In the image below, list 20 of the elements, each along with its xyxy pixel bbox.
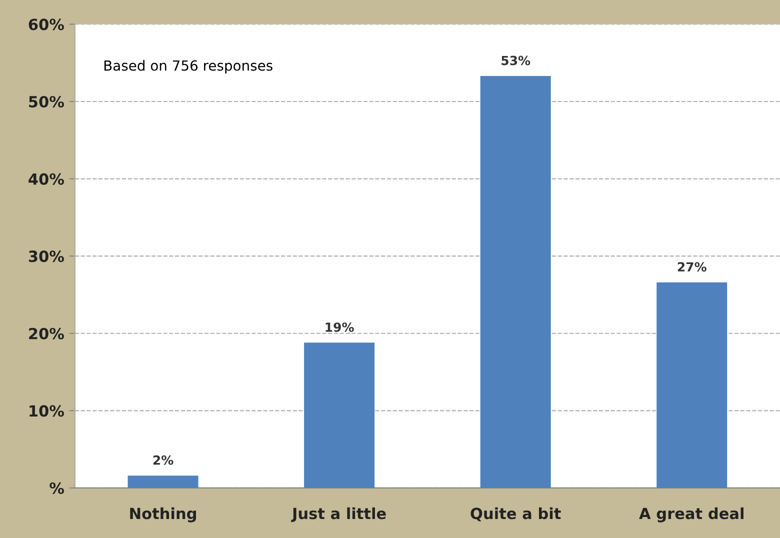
data-label: 2% xyxy=(153,455,174,465)
y-tick-label: 40% xyxy=(28,173,64,185)
annotation: Based on 756 responses xyxy=(104,60,272,74)
y-tick-label: 10% xyxy=(30,405,64,417)
x-tick-label: Nothing xyxy=(130,507,196,522)
bar xyxy=(128,476,198,488)
y-tick-label: 30% xyxy=(28,250,64,262)
y-tick-label: 20% xyxy=(29,328,64,340)
y-tick-label: 60% xyxy=(28,18,64,30)
y-tick-label: 50% xyxy=(29,96,64,108)
x-tick-label: Just a little xyxy=(291,507,386,522)
y-tick-label: % xyxy=(50,482,64,494)
data-label: 53% xyxy=(502,56,530,66)
data-label: 27% xyxy=(678,262,706,272)
data-label: 19% xyxy=(326,322,354,332)
x-tick-label: Quite a bit xyxy=(470,507,561,522)
bar xyxy=(656,282,728,488)
x-tick-label: A great deal xyxy=(639,507,744,522)
bar xyxy=(304,342,375,488)
bar xyxy=(480,76,551,488)
